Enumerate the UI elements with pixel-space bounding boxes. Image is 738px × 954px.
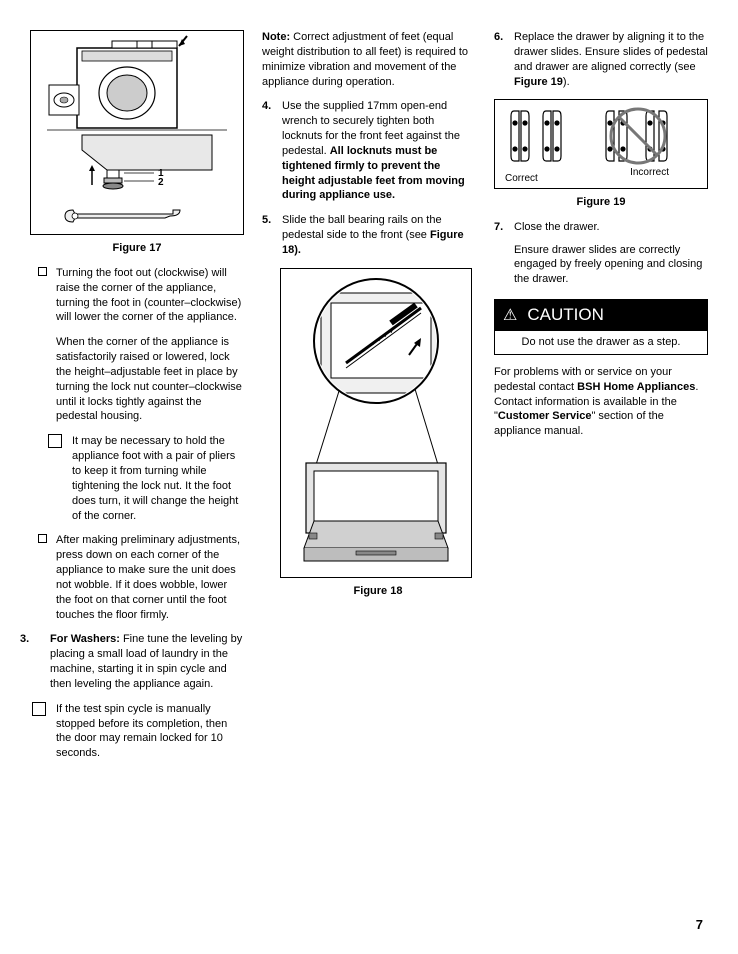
bullet-turn-foot: Turning the foot out (clockwise) will ra… bbox=[30, 266, 244, 424]
note-feet-adjustment: Note: Correct adjustment of feet (equal … bbox=[262, 30, 476, 89]
note-spin-cycle: If the test spin cycle is manually stopp… bbox=[30, 702, 244, 761]
figure-19-image: Correct Incorrect bbox=[494, 99, 708, 189]
bullet-preliminary-adjust: After making preliminary adjustments, pr… bbox=[30, 533, 244, 622]
step-5: 5. Slide the ball bearing rails on the p… bbox=[262, 213, 476, 258]
service-bold-1: BSH Home Appliances bbox=[577, 381, 695, 393]
fig19-correct-label: Correct bbox=[505, 166, 538, 186]
figure-17-caption: Figure 17 bbox=[30, 241, 244, 256]
caution-header: ⚠ CAUTION bbox=[495, 300, 707, 331]
page-number: 7 bbox=[696, 916, 703, 934]
caution-box: ⚠ CAUTION Do not use the drawer as a ste… bbox=[494, 299, 708, 355]
slide-alignment-illustration bbox=[501, 106, 701, 166]
caution-title: CAUTION bbox=[527, 304, 604, 327]
bullet-text: Turning the foot out (clockwise) will ra… bbox=[56, 266, 244, 325]
step-number: 7. bbox=[494, 220, 503, 235]
note-text: It may be necessary to hold the applianc… bbox=[72, 434, 244, 523]
page-columns: 1 2 Figure 17 Turning the foot out (cloc… bbox=[30, 30, 708, 771]
service-paragraph: For problems with or service on your ped… bbox=[494, 365, 708, 439]
figure-18-image bbox=[280, 268, 472, 578]
caution-body: Do not use the drawer as a step. bbox=[495, 331, 707, 354]
column-2: Note: Correct adjustment of feet (equal … bbox=[262, 30, 476, 771]
checkbox-icon bbox=[38, 534, 47, 543]
step-number: 5. bbox=[262, 213, 271, 228]
step-5-body: Slide the ball bearing rails on the pede… bbox=[282, 214, 442, 241]
fig19-incorrect-label: Incorrect bbox=[630, 166, 697, 186]
step-text: Use the supplied 17mm open-end wrench to… bbox=[282, 99, 476, 203]
step-4: 4. Use the supplied 17mm open-end wrench… bbox=[262, 99, 476, 203]
fig17-label-2: 2 bbox=[158, 177, 164, 188]
warning-triangle-icon: ⚠ bbox=[503, 305, 517, 327]
bullet-text: After making preliminary adjustments, pr… bbox=[56, 533, 244, 622]
column-1: 1 2 Figure 17 Turning the foot out (cloc… bbox=[30, 30, 244, 771]
step-7-p1: Close the drawer. bbox=[514, 220, 708, 235]
washer-leveling-illustration: 1 2 bbox=[37, 30, 237, 235]
figure-19-caption: Figure 19 bbox=[494, 195, 708, 210]
note-text: If the test spin cycle is manually stopp… bbox=[56, 702, 244, 761]
step-number: 4. bbox=[262, 99, 271, 114]
step-6: 6. Replace the drawer by aligning it to … bbox=[494, 30, 708, 89]
step-text: For Washers: Fine tune the leveling by p… bbox=[50, 632, 244, 691]
checkbox-icon bbox=[32, 702, 46, 716]
service-bold-2: Customer Service bbox=[498, 410, 592, 422]
note-pliers: It may be necessary to hold the applianc… bbox=[46, 434, 244, 523]
note-label: Note: bbox=[262, 31, 290, 43]
figure-17-image: 1 2 bbox=[30, 30, 244, 235]
figure-18-caption: Figure 18 bbox=[280, 584, 476, 599]
step-text: Slide the ball bearing rails on the pede… bbox=[282, 213, 476, 258]
step-number: 6. bbox=[494, 30, 503, 45]
step-6-body: Replace the drawer by aligning it to the… bbox=[514, 31, 708, 73]
step-3-label: For Washers: bbox=[50, 633, 120, 645]
step-number: 3. bbox=[20, 632, 29, 647]
step-6-bold: Figure 19 bbox=[514, 76, 563, 88]
checkbox-icon bbox=[38, 267, 47, 276]
step-7: 7. Close the drawer. Ensure drawer slide… bbox=[494, 220, 708, 287]
checkbox-icon bbox=[48, 434, 62, 448]
note-body: Correct adjustment of feet (equal weight… bbox=[262, 31, 468, 88]
bullet-text: When the corner of the appliance is sati… bbox=[56, 335, 244, 424]
step-text: Replace the drawer by aligning it to the… bbox=[514, 30, 708, 89]
step-3: 3. For Washers: Fine tune the leveling b… bbox=[16, 632, 244, 691]
drawer-rail-illustration bbox=[291, 273, 461, 573]
column-3: 6. Replace the drawer by aligning it to … bbox=[494, 30, 708, 771]
step-7-p2: Ensure drawer slides are correctly engag… bbox=[514, 243, 708, 288]
